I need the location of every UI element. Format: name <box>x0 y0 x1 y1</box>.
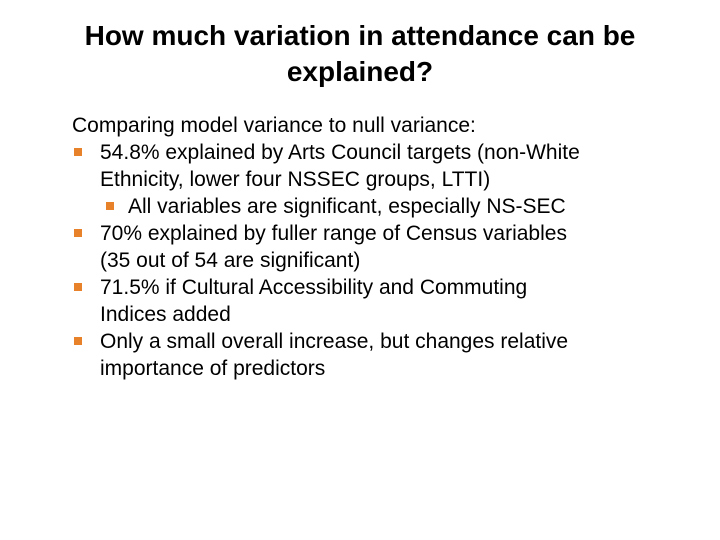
slide-title-line-2: explained? <box>286 56 434 87</box>
bullet-text-line: Indices added <box>100 303 231 326</box>
bullet-census-variables: 70% explained by fuller range of Census … <box>72 220 692 274</box>
bullet-text-line: 71.5% if Cultural Accessibility and Comm… <box>100 276 528 299</box>
bullet-arts-council: 54.8% explained by Arts Council targets … <box>72 139 692 193</box>
bullet-text-line: Only a small overall increase, but chang… <box>100 330 569 353</box>
slide-body: Comparing model variance to null varianc… <box>72 112 692 382</box>
bullet-overall-increase: Only a small overall increase, but chang… <box>72 328 692 382</box>
bullet-text-line: 54.8% explained by Arts Council targets … <box>100 141 580 164</box>
intro-text: Comparing model variance to null varianc… <box>72 114 476 137</box>
sub-bullet-significance: All variables are significant, especiall… <box>72 193 692 220</box>
square-bullet-icon <box>74 283 82 291</box>
bullet-text-line: All variables are significant, especiall… <box>128 195 566 218</box>
square-bullet-icon <box>106 202 114 210</box>
square-bullet-icon <box>74 337 82 345</box>
bullet-text-line: importance of predictors <box>100 357 326 380</box>
square-bullet-icon <box>74 148 82 156</box>
slide-title: How much variation in attendance can be … <box>30 18 690 90</box>
bullet-text-line: (35 out of 54 are significant) <box>100 249 361 272</box>
bullet-text-line: Ethnicity, lower four NSSEC groups, LTTI… <box>100 168 491 191</box>
slide-title-line-1: How much variation in attendance can be <box>84 20 636 51</box>
bullet-text-line: 70% explained by fuller range of Census … <box>100 222 567 245</box>
bullet-list: 54.8% explained by Arts Council targets … <box>72 139 692 382</box>
square-bullet-icon <box>74 229 82 237</box>
bullet-cultural-accessibility: 71.5% if Cultural Accessibility and Comm… <box>72 274 692 328</box>
